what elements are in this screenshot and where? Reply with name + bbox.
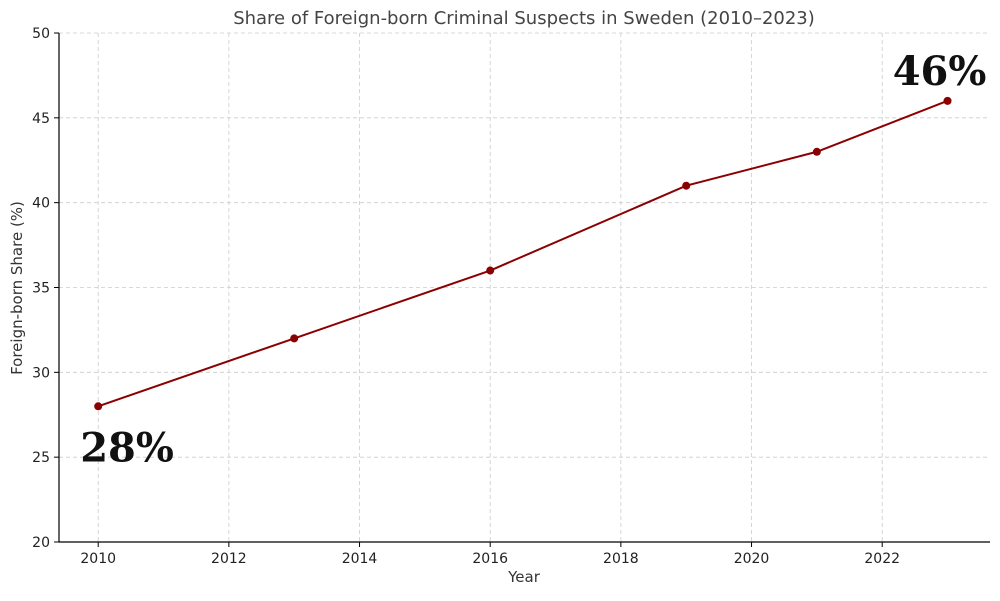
y-tick-label: 25 xyxy=(32,450,50,466)
x-tick-label: 2012 xyxy=(211,551,247,567)
y-tick-label: 45 xyxy=(32,111,50,127)
y-tick-label: 20 xyxy=(32,535,50,551)
x-tick-label: 2010 xyxy=(80,551,116,567)
grid-lines xyxy=(59,32,990,543)
data-point xyxy=(486,266,495,275)
tick-labels: 2010 2012 2014 2016 2018 2020 2022 20 25 30 35 40 45… xyxy=(32,26,900,567)
x-tick-label: 2016 xyxy=(472,551,508,567)
y-tick-label: 35 xyxy=(32,281,50,297)
series-line xyxy=(94,96,952,411)
y-tick-label: 30 xyxy=(32,365,50,381)
end-value-annotation: 46% xyxy=(893,48,987,95)
series-polyline xyxy=(97,99,948,408)
data-point xyxy=(290,334,299,343)
y-axis-title: Foreign-born Share (%) xyxy=(8,201,26,375)
y-tick-label: 40 xyxy=(32,196,50,212)
x-tick-label: 2014 xyxy=(342,551,378,567)
annotations: 28% 46% xyxy=(80,48,986,471)
data-point xyxy=(94,402,103,411)
data-point xyxy=(682,181,691,190)
start-value-annotation: 28% xyxy=(80,424,174,471)
data-point xyxy=(943,96,952,105)
data-point xyxy=(812,147,821,156)
x-tick-label: 2020 xyxy=(734,551,770,567)
x-axis-title: Year xyxy=(507,568,541,586)
y-tick-label: 50 xyxy=(32,26,50,42)
x-tick-label: 2022 xyxy=(864,551,900,567)
x-tick-label: 2018 xyxy=(603,551,639,567)
chart-title: Share of Foreign-born Criminal Suspects … xyxy=(233,8,815,29)
